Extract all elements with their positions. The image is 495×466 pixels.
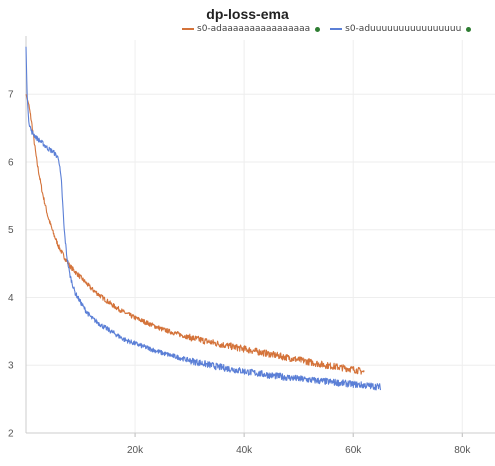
status-dot-icon: [315, 26, 321, 32]
y-tick-label: 4: [8, 293, 14, 304]
y-tick-label: 6: [8, 157, 14, 168]
legend-swatch: [182, 28, 194, 30]
legend-label: s0-adaaaaaaaaaaaaaaaa: [197, 24, 311, 34]
tick-labels: 2 3 4 5 6 7 20k 40k 60k 80k: [8, 90, 471, 456]
legend-swatch: [330, 28, 343, 30]
status-dot-icon: [466, 26, 472, 32]
legend-item-series-0[interactable]: s0-adaaaaaaaaaaaaaaaa: [182, 24, 321, 34]
axes: [25, 36, 495, 437]
x-tick-label: 20k: [127, 445, 144, 456]
legend-item-series-1[interactable]: s0-aduuuuuuuuuuuuuuuu: [330, 24, 472, 34]
legend: s0-adaaaaaaaaaaaaaaaa s0-aduuuuuuuuuuuuu…: [182, 24, 472, 34]
y-tick-label: 3: [8, 361, 14, 372]
x-tick-label: 40k: [236, 445, 253, 456]
legend-label: s0-aduuuuuuuuuuuuuuuu: [345, 24, 462, 34]
chart-title: dp-loss-ema: [206, 6, 289, 22]
y-tick-label: 7: [8, 90, 14, 101]
series-line-0: [25, 94, 365, 375]
series-lines: [25, 46, 382, 391]
x-tick-label: 60k: [345, 445, 362, 456]
y-tick-label: 2: [8, 429, 14, 440]
x-tick-label: 80k: [454, 445, 471, 456]
series-line-1: [25, 46, 382, 391]
y-tick-label: 5: [8, 225, 14, 236]
